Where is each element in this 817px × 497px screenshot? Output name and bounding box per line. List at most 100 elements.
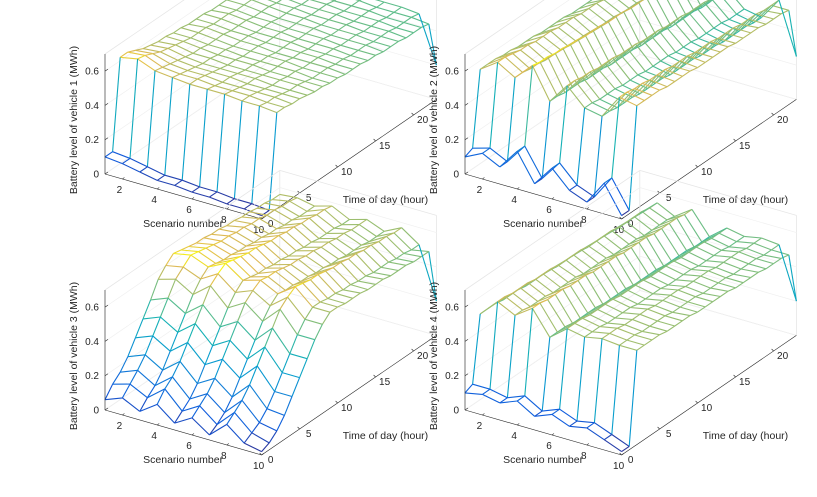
mesh-segment: [673, 15, 682, 22]
mesh-segment: [611, 97, 620, 178]
mesh-segment: [211, 4, 220, 11]
mesh-segment: [293, 4, 302, 9]
mesh-segment: [703, 2, 722, 24]
mesh-segment: [585, 35, 604, 69]
t-axis-label: Time of day (hour): [703, 194, 788, 206]
mesh-segment: [263, 21, 272, 28]
x-tick-label: 8: [221, 451, 227, 462]
mesh-segment: [586, 427, 605, 441]
mesh-segment: [705, 27, 715, 34]
t-tick-label: 5: [666, 429, 672, 440]
mesh-segment: [594, 422, 613, 435]
mesh-segment: [250, 50, 269, 57]
t-tick: [297, 190, 300, 194]
mesh-segment: [304, 80, 323, 88]
mesh-segment: [365, 271, 374, 277]
mesh-segment: [660, 55, 669, 62]
mesh-segment: [180, 27, 199, 34]
mesh-segment: [358, 49, 376, 56]
mesh-segment: [629, 74, 639, 81]
mesh-segment: [229, 321, 239, 341]
mesh-segment: [351, 229, 370, 243]
mesh-segment: [588, 245, 607, 259]
mesh-segment: [497, 301, 516, 316]
mesh-segment: [239, 86, 258, 93]
mesh-segment: [489, 301, 499, 390]
mesh-segment: [156, 388, 166, 405]
x-tick-label: 4: [151, 195, 157, 206]
mesh-segment: [566, 322, 576, 330]
mesh-segment: [127, 337, 136, 357]
mesh-segment: [650, 29, 659, 36]
mesh-segment: [740, 263, 749, 270]
mesh-segment: [247, 78, 256, 85]
mesh-segment: [235, 55, 244, 61]
mesh-segment: [637, 70, 646, 76]
mesh-segment: [630, 2, 640, 9]
mesh-segment: [661, 228, 680, 257]
mesh-segment: [167, 278, 177, 299]
mesh-segment: [326, 0, 335, 5]
mesh-segment: [482, 152, 501, 168]
mesh-segment: [291, 377, 301, 397]
mesh-segment: [680, 12, 690, 17]
mesh-segment: [709, 227, 728, 238]
mesh-segment: [314, 86, 323, 93]
t-tick-label: 10: [341, 167, 353, 178]
mesh-segment: [224, 93, 243, 102]
mesh-segment: [593, 177, 613, 198]
mesh-segment: [313, 27, 332, 36]
mesh-segment: [270, 70, 288, 78]
t-tick: [373, 138, 376, 142]
mesh-segment: [241, 211, 250, 218]
mesh-segment: [748, 258, 757, 265]
mesh-segment: [261, 6, 270, 13]
mesh-segment: [292, 52, 301, 59]
x-tick-label: 8: [581, 451, 587, 462]
mesh-segment: [666, 325, 676, 332]
mesh-segment: [247, 83, 265, 90]
mesh-segment: [200, 44, 209, 49]
x-axis-line: [464, 173, 622, 220]
mesh-segment: [190, 254, 209, 268]
x-tick: [517, 423, 520, 426]
mesh-segment: [504, 53, 514, 58]
mesh-segment: [489, 147, 508, 163]
mesh-segment: [150, 279, 159, 301]
mesh-segment: [788, 254, 797, 302]
mesh-segment: [659, 330, 668, 336]
mesh-segment: [742, 277, 752, 284]
mesh-segment: [638, 242, 657, 270]
mesh-segment: [135, 49, 153, 55]
mesh-segment: [112, 371, 121, 385]
mesh-segment: [179, 361, 198, 384]
mesh-segment: [308, 48, 326, 55]
mesh-segment: [411, 16, 429, 25]
mesh-segment: [104, 156, 123, 165]
mesh-segment: [231, 86, 241, 92]
mesh-segment: [550, 30, 569, 47]
mesh-segment: [398, 264, 407, 271]
mesh-segment: [304, 318, 323, 325]
mesh-segment: [649, 79, 668, 88]
mesh-segment: [361, 241, 379, 246]
mesh-segment: [644, 94, 653, 101]
mesh-segment: [320, 72, 338, 79]
axes-box: [464, 170, 797, 411]
mesh-segment: [577, 274, 586, 281]
mesh-segment: [564, 76, 583, 94]
t-tick: [259, 452, 262, 456]
mesh-segment: [642, 276, 652, 281]
mesh-segment: [586, 0, 605, 4]
t-tick: [657, 190, 660, 194]
mesh-segment: [303, 14, 312, 19]
mesh-segment: [270, 240, 289, 257]
mesh-segment: [112, 151, 131, 159]
mesh-segment: [251, 105, 260, 204]
mesh-segment: [512, 287, 521, 294]
mesh-segment: [211, 233, 229, 237]
t-tick-label: 10: [341, 403, 353, 414]
mesh-segment: [285, 60, 304, 69]
mesh-segment: [705, 255, 715, 262]
mesh-segment: [202, 62, 221, 70]
